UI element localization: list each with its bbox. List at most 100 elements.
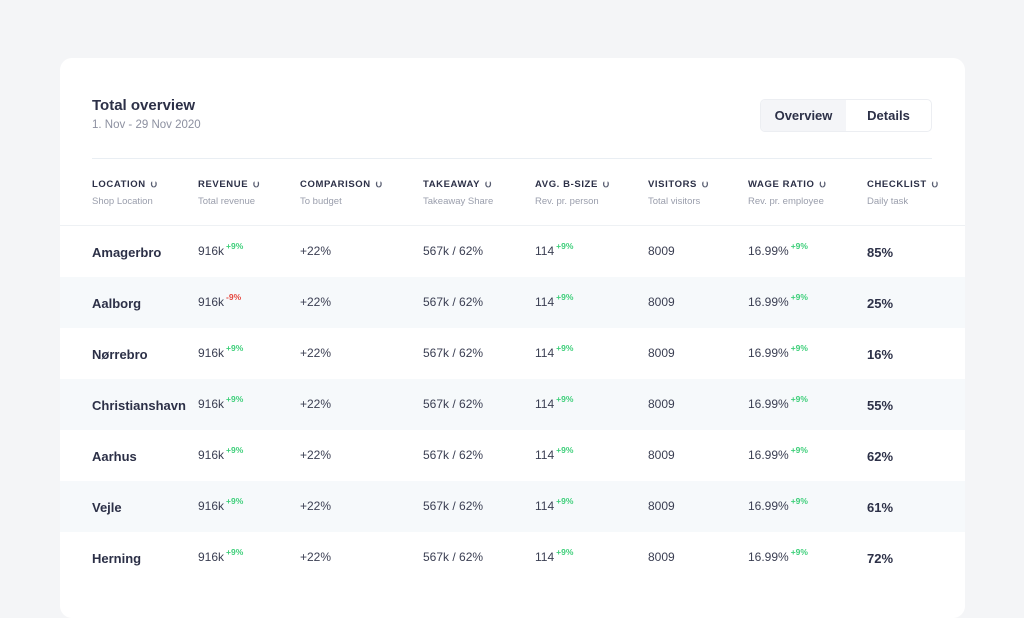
change-badge: +9% [556,496,574,506]
change-badge: +9% [226,241,244,251]
table-body: Amagerbro 916k +9% +22% 567k / 62% 114 +9% 8009… [60,226,965,583]
page-title: Total overview [92,97,196,114]
table-row[interactable]: Nørrebro 916k +9% +22% 567k / 62% 114 +9% 8009 1… [60,328,965,379]
cell-comparison: +22% [300,346,331,360]
takeaway-value: 567k / 62% [423,499,484,513]
cell-takeaway: 567k / 62% [423,346,483,360]
visitors-value: 8009 [648,550,675,564]
takeaway-value: 567k / 62% [423,244,484,258]
cell-comparison: +22% [300,397,331,411]
cell-takeaway: 567k / 62% [423,244,483,258]
checklist-value: 25% [867,296,894,311]
location-value: Christianshavn [92,398,186,413]
checklist-value: 85% [867,245,894,260]
sort-down-icon[interactable]: ⮋ [819,180,827,189]
cell-wage-ratio: 16.99% +9% [748,547,808,564]
cell-revenue: 916k -9% [198,292,242,309]
takeaway-value: 567k / 62% [423,397,484,411]
sort-down-icon[interactable]: ⮋ [375,180,383,189]
sort-down-icon[interactable]: ⮋ [701,180,709,189]
cell-checklist: 61% [867,500,893,515]
change-badge: +9% [790,445,808,455]
cell-takeaway: 567k / 62% [423,295,483,309]
avg-bsize-value: 114 [535,448,555,462]
table-row[interactable]: Christianshavn 916k +9% +22% 567k / 62% 114 +9… [60,379,965,430]
cell-wage-ratio: 16.99% +9% [748,343,808,360]
location-value: Vejle [92,500,122,515]
cell-location: Vejle [92,500,122,515]
change-badge: +9% [790,292,808,302]
comparison-value: +22% [300,244,332,258]
sort-down-icon[interactable]: ⮋ [253,180,260,189]
cell-location: Aarhus [92,449,137,464]
change-badge: -9% [226,292,242,302]
revenue-value: 916k [198,397,225,411]
cell-avg-bsize: 114 +9% [535,343,574,360]
visitors-value: 8009 [648,346,675,360]
sort-down-icon[interactable]: ⮋ [931,180,939,189]
cell-avg-bsize: 114 +9% [535,292,573,309]
checklist-value: 55% [867,398,894,413]
checklist-value: 72% [867,551,894,566]
table-row[interactable]: Aarhus 916k +9% +22% 567k / 62% 114 +9% 8009 16.… [60,430,965,481]
comparison-value: +22% [300,346,332,360]
change-badge: +9% [556,394,574,404]
cell-location: Christianshavn [92,398,186,413]
cell-takeaway: 567k / 62% [423,550,483,564]
checklist-value: 62% [867,449,894,464]
tab-details[interactable]: Details [867,108,910,123]
avg-bsize-value: 114 [535,346,555,360]
table-row[interactable]: Herning 916k +9% +22% 567k / 62% 114 +9% 8009 16… [60,532,965,583]
cell-avg-bsize: 114 +9% [535,241,574,258]
cell-checklist: 55% [867,398,893,413]
cell-checklist: 85% [867,245,893,260]
cell-wage-ratio: 16.99% +9% [748,292,808,309]
change-badge: +9% [790,547,808,557]
column-subtitle: Rev. pr. employee [748,196,824,207]
change-badge: +9% [556,343,574,353]
column-label: VISITORS [648,179,697,190]
cell-avg-bsize: 114 +9% [535,547,574,564]
location-value: Amagerbro [92,245,162,260]
takeaway-value: 567k / 62% [423,295,484,309]
change-badge: +9% [556,547,574,557]
wage-ratio-value: 16.99% [748,346,789,360]
cell-visitors: 8009 [648,295,675,309]
cell-wage-ratio: 16.99% +9% [748,394,808,411]
cell-comparison: +22% [300,550,331,564]
cell-avg-bsize: 114 +9% [535,445,574,462]
sort-down-icon[interactable]: ⮋ [150,180,158,189]
table-row[interactable]: Vejle 916k +9% +22% 567k / 62% 114 +9% 8009 16.9… [60,481,965,532]
cell-visitors: 8009 [648,397,675,411]
cell-takeaway: 567k / 62% [423,448,483,462]
location-value: Herning [92,551,142,566]
wage-ratio-value: 16.99% [748,550,789,564]
table-row[interactable]: Amagerbro 916k +9% +22% 567k / 62% 114 +9% 8009… [60,226,965,277]
cell-revenue: 916k +9% [198,496,244,513]
change-badge: +9% [226,394,244,404]
wage-ratio-value: 16.99% [748,499,789,513]
location-value: Aarhus [92,449,137,464]
cell-wage-ratio: 16.99% +9% [748,445,808,462]
revenue-value: 916k [198,346,225,360]
change-badge: +9% [556,445,574,455]
cell-revenue: 916k +9% [198,394,244,411]
tab-overview[interactable]: Overview [761,100,846,131]
cell-comparison: +22% [300,499,331,513]
checklist-value: 16% [867,347,894,362]
cell-checklist: 62% [867,449,893,464]
comparison-value: +22% [300,448,332,462]
sort-down-icon[interactable]: ⮋ [602,180,610,189]
location-value: Nørrebro [92,347,148,362]
change-badge: +9% [790,343,808,353]
avg-bsize-value: 114 [535,397,555,411]
change-badge: +9% [790,394,808,404]
visitors-value: 8009 [648,448,675,462]
cell-revenue: 916k +9% [198,241,244,258]
change-badge: +9% [226,496,244,506]
table-row[interactable]: Aalborg 916k -9% +22% 567k / 62% 114 +9% 8009 16… [60,277,965,328]
revenue-value: 916k [198,448,225,462]
sort-down-icon[interactable]: ⮋ [485,180,492,189]
change-badge: +9% [556,241,574,251]
change-badge: +9% [226,343,244,353]
